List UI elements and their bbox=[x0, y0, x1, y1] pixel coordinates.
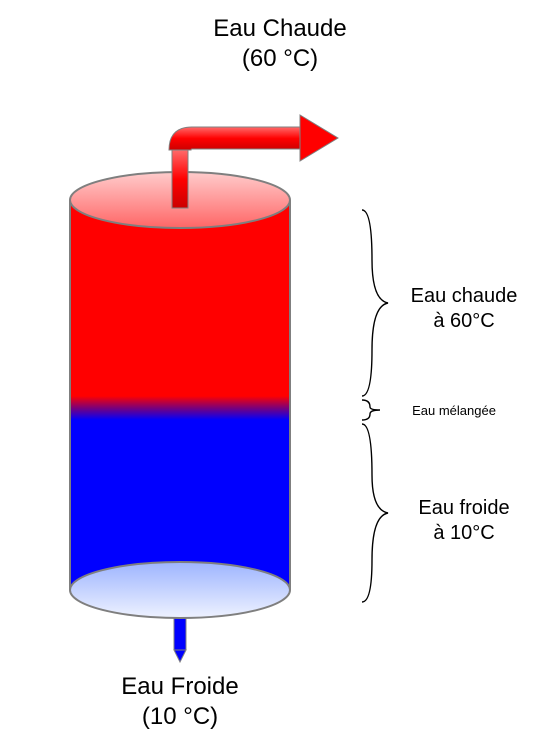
braces bbox=[362, 210, 388, 602]
cold-zone-label-line1: Eau froide bbox=[418, 497, 509, 519]
inlet-label-line2: (10 °C) bbox=[142, 703, 218, 730]
outlet-arrow bbox=[300, 115, 338, 161]
outlet-label-line2: (60 °C) bbox=[242, 45, 318, 72]
brace-hot bbox=[362, 210, 388, 396]
cold-zone-label: Eau froide à 10°C bbox=[394, 496, 534, 546]
mix-zone bbox=[70, 396, 290, 420]
brace-mix bbox=[362, 400, 380, 420]
hot-zone-label-line2: à 60°C bbox=[433, 310, 494, 332]
hot-zone-label: Eau chaude à 60°C bbox=[394, 284, 534, 334]
brace-cold bbox=[362, 424, 388, 602]
tank-diagram bbox=[0, 0, 558, 749]
hot-zone bbox=[70, 200, 290, 396]
outlet-label-line1: Eau Chaude bbox=[213, 15, 346, 42]
cold-zone-label-line2: à 10°C bbox=[433, 522, 494, 544]
inlet-label-line1: Eau Froide bbox=[121, 673, 238, 700]
hot-zone-label-line1: Eau chaude bbox=[411, 285, 518, 307]
inlet-label: Eau Froide (10 °C) bbox=[70, 672, 290, 732]
cylinder bbox=[70, 172, 290, 618]
outlet-label: Eau Chaude (60 °C) bbox=[170, 14, 390, 74]
mix-zone-label: Eau mélangée bbox=[394, 403, 514, 419]
cylinder-bottom bbox=[70, 562, 290, 618]
